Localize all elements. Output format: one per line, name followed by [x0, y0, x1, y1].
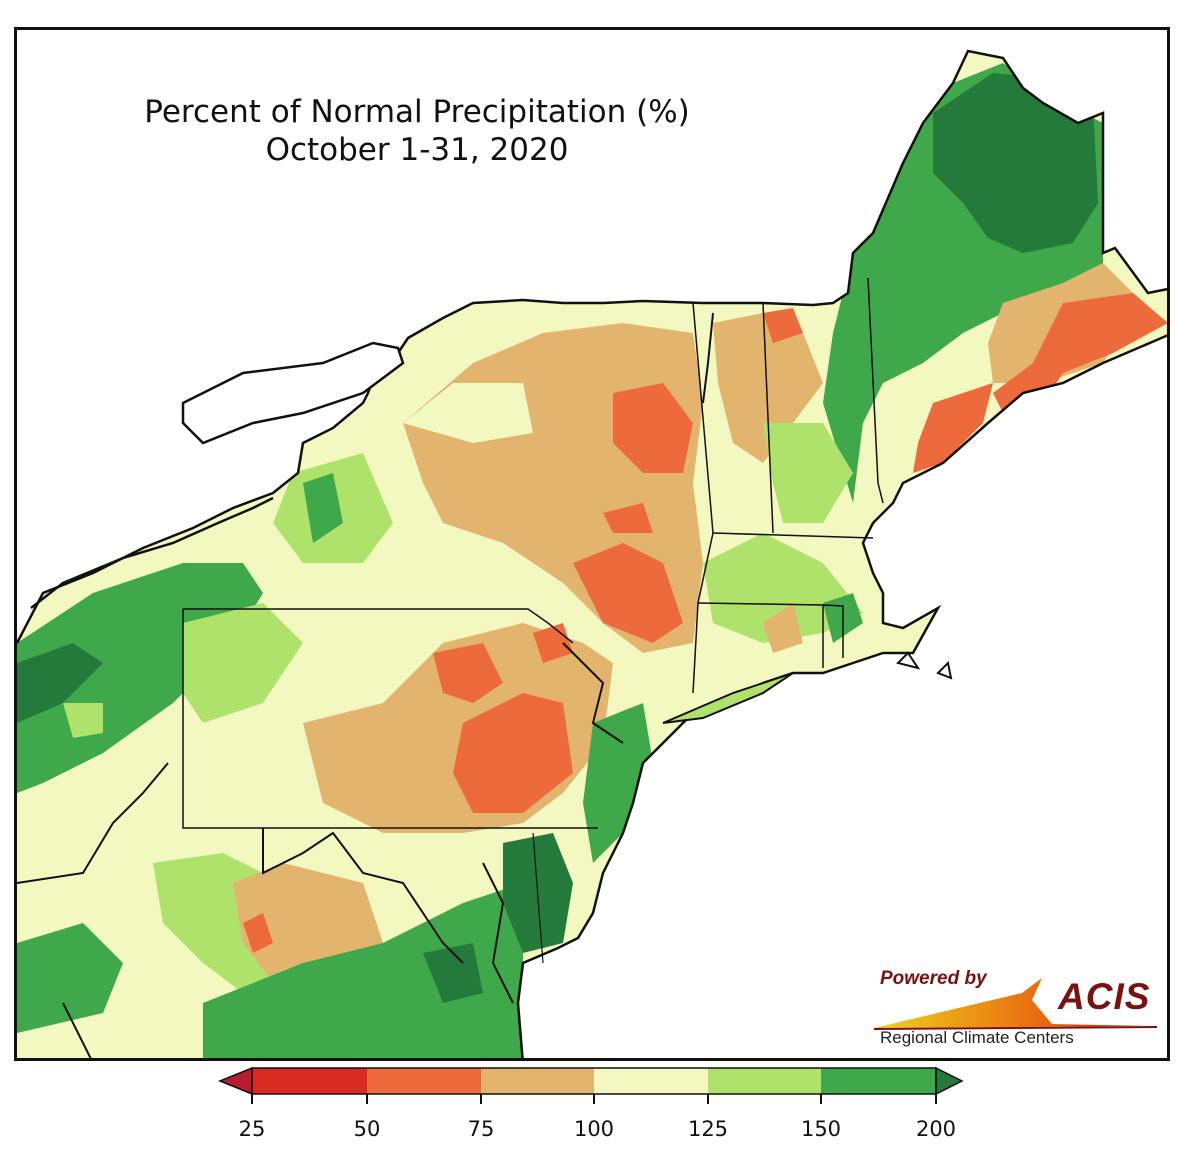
colorbar-bin-150-200	[821, 1068, 936, 1094]
powered-by-text: Powered by	[880, 968, 987, 989]
colorbar-bin-75-100	[481, 1068, 594, 1094]
colorbar-bin-125-150	[708, 1068, 821, 1094]
colorbar-tick-label: 200	[915, 1117, 957, 1141]
map-subtitle: October 1-31, 2020	[265, 132, 569, 168]
colorbar-bin-50-75	[367, 1068, 481, 1094]
acis-swoosh-icon	[873, 978, 1158, 1030]
colorbar-tick-label: 50	[353, 1117, 381, 1141]
colorbar-tick-label: 100	[573, 1117, 615, 1141]
colorbar-tick-label: 125	[687, 1117, 729, 1141]
acis-text: ACIS	[1058, 976, 1151, 1017]
colorbar-tick-label: 150	[800, 1117, 842, 1141]
colorbar-bin-25-50	[252, 1068, 367, 1094]
map-title: Percent of Normal Precipitation (%)	[144, 94, 690, 130]
rcc-text: Regional Climate Centers	[880, 1028, 1074, 1047]
precipitation-map	[17, 49, 1167, 1058]
colorbar-low-arrow	[218, 1066, 253, 1096]
colorbar-bin-100-125	[594, 1068, 708, 1094]
colorbar-tick-label: 75	[467, 1117, 495, 1141]
colorbar-tick-label: 25	[238, 1117, 266, 1141]
acis-logo: Powered by ACIS Regional Climate Centers	[872, 958, 1162, 1058]
colorbar-high-arrow	[935, 1066, 964, 1096]
map-frame: Percent of Normal Precipitation (%) Octo…	[14, 27, 1170, 1061]
